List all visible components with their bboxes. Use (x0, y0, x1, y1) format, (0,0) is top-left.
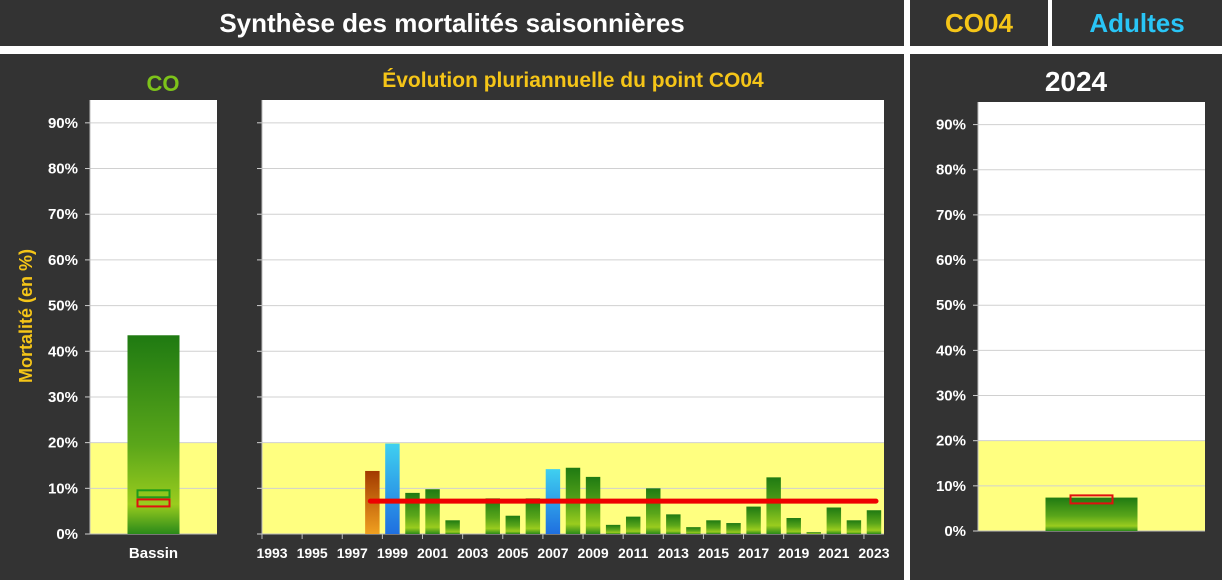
y-tick-label: 80% (48, 161, 78, 178)
y-tick-label: 70% (936, 207, 966, 224)
y-tick-label: 70% (48, 206, 78, 223)
bar (505, 515, 521, 534)
bar (585, 476, 601, 534)
red-marker (1069, 494, 1114, 505)
x-tick-label: 2017 (738, 545, 769, 561)
y-tick-label: 20% (936, 433, 966, 450)
point-badge: CO04 (910, 0, 1048, 46)
x-tick-label: 1995 (297, 545, 328, 561)
chart-title-history: Évolution pluriannuelle du point CO04 (382, 69, 764, 92)
y-tick-label: 10% (936, 478, 966, 495)
chart-title-bassin: CO (147, 71, 180, 96)
y-tick-label: 40% (48, 343, 78, 360)
x-tick-label: 2021 (818, 545, 849, 561)
y-tick-label: 20% (48, 435, 78, 452)
bar (686, 527, 701, 534)
bar (605, 524, 621, 534)
y-tick-label: 30% (48, 389, 78, 406)
x-tick-label: 1993 (256, 545, 287, 561)
bar (806, 532, 821, 534)
chart-bassin: 0% 10% 20% 30% 40% 50% 60% 70% 80% 90% Bassin (48, 100, 217, 562)
x-tick-label: 2001 (417, 545, 448, 561)
x-tick-label: 2015 (698, 545, 729, 561)
title-bar: Synthèse des mortalités saisonnières (0, 0, 904, 46)
y-tick-label: 90% (936, 117, 966, 134)
bar (826, 507, 842, 534)
bar (846, 520, 862, 534)
bar (666, 514, 681, 534)
category-label: Adultes (1089, 7, 1185, 38)
y-tick-label: 50% (48, 298, 78, 315)
point-label: CO04 (945, 7, 1013, 38)
bar (127, 335, 180, 534)
chart-history: 1993 1995 1997 1999 2001 2003 2005 2007 2009 2011… (256, 100, 890, 561)
y-tick-label: 0% (944, 523, 966, 540)
y-tick-label: 60% (936, 252, 966, 269)
x-tick-label: 2003 (457, 545, 488, 561)
green-marker (136, 489, 171, 499)
y-tick-label: 10% (48, 480, 78, 497)
category-badge: Adultes (1052, 0, 1222, 46)
y-tick-label: 90% (48, 115, 78, 132)
bar (525, 498, 541, 534)
x-tick-label: 2011 (618, 545, 649, 561)
x-tick-label: 2023 (858, 545, 889, 561)
bar (706, 520, 721, 534)
bar (385, 443, 400, 534)
page-title: Synthèse des mortalités saisonnières (219, 7, 685, 38)
chart-2024: 0% 10% 20% 30% 40% 50% 60% 70% 80% 90% (936, 102, 1205, 540)
bar (766, 477, 781, 534)
bar (625, 516, 641, 534)
y-tick-label: 0% (56, 526, 78, 543)
bar (485, 498, 500, 534)
y-tick-label: 30% (936, 388, 966, 405)
y-tick-label: 50% (936, 297, 966, 314)
x-tick-label: 1999 (377, 545, 408, 561)
bar (746, 506, 761, 534)
bar (425, 489, 440, 534)
bar (866, 510, 882, 534)
x-tick-label: 1997 (337, 545, 368, 561)
x-tick-label: 2009 (577, 545, 608, 561)
bar (726, 523, 741, 534)
y-tick-label: 40% (936, 342, 966, 359)
bar (786, 518, 801, 534)
y-axis-title: Mortalité (en %) (16, 249, 36, 383)
y-tick-label: 80% (936, 162, 966, 179)
x-tick-label: 2019 (778, 545, 809, 561)
y-tick-label: 60% (48, 252, 78, 269)
chart-title-2024: 2024 (1045, 66, 1108, 97)
bar (646, 488, 661, 534)
bar (445, 520, 460, 534)
x-tick-label: 2007 (537, 545, 568, 561)
x-tick-label: Bassin (129, 545, 178, 562)
red-marker (136, 498, 171, 508)
x-tick-label: 2013 (658, 545, 689, 561)
x-tick-label: 2005 (497, 545, 528, 561)
